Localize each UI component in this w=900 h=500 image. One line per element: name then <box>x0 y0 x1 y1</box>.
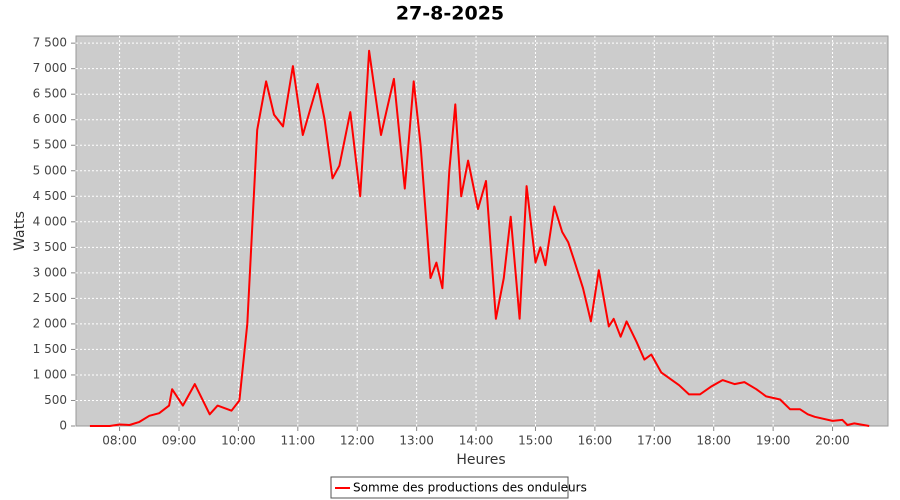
y-tick-label: 2 000 <box>33 316 67 330</box>
y-tick-label: 1 500 <box>33 342 67 356</box>
x-tick-label: 19:00 <box>756 434 791 448</box>
x-tick-label: 08:00 <box>102 434 137 448</box>
y-tick-label: 2 500 <box>33 291 67 305</box>
x-tick-label: 18:00 <box>696 434 731 448</box>
y-tick-label: 7 000 <box>33 61 67 75</box>
data-line <box>89 49 870 427</box>
y-tick-label: 1 000 <box>33 367 67 381</box>
y-tick-label: 7 500 <box>33 36 67 50</box>
y-tick-label: 0 <box>59 419 67 433</box>
y-tick-label: 5 500 <box>33 138 67 152</box>
legend <box>330 476 569 499</box>
y-tick-label: 3 000 <box>33 265 67 279</box>
y-tick-label: 6 500 <box>33 87 67 101</box>
x-tick-label: 16:00 <box>578 434 613 448</box>
x-tick-label: 11:00 <box>281 434 316 448</box>
x-tick-label: 15:00 <box>518 434 553 448</box>
x-tick-label: 17:00 <box>637 434 672 448</box>
x-tick-label: 12:00 <box>340 434 375 448</box>
x-tick-label: 14:00 <box>459 434 494 448</box>
x-axis-label: Heures <box>456 452 505 468</box>
chart-title: 27-8-2025 <box>396 3 504 25</box>
y-tick-label: 6 000 <box>33 112 67 126</box>
x-tick-label: 13:00 <box>399 434 434 448</box>
x-tick-label: 10:00 <box>221 434 256 448</box>
y-tick-label: 4 500 <box>33 189 67 203</box>
x-tick-label: 20:00 <box>815 434 850 448</box>
y-axis-label: Watts <box>12 211 28 251</box>
y-tick-label: 4 000 <box>33 214 67 228</box>
x-tick-label: 09:00 <box>162 434 197 448</box>
y-tick-label: 5 000 <box>33 163 67 177</box>
plot-area <box>75 35 889 427</box>
legend-label: Somme des productions des onduleurs <box>353 481 587 495</box>
y-tick-label: 3 500 <box>33 240 67 254</box>
y-tick-label: 500 <box>44 393 67 407</box>
